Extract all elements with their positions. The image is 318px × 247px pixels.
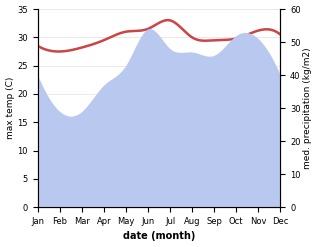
Y-axis label: max temp (C): max temp (C): [5, 77, 15, 139]
Y-axis label: med. precipitation (kg/m2): med. precipitation (kg/m2): [303, 47, 313, 169]
X-axis label: date (month): date (month): [123, 231, 195, 242]
